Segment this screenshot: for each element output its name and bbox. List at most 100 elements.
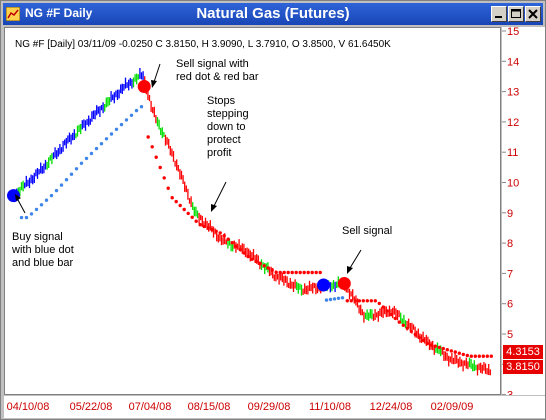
stop-dot-long (336, 296, 341, 300)
stop-dot-long (59, 183, 64, 187)
stop-dot-long (54, 188, 59, 193)
stop-dot-short (254, 259, 258, 264)
stop-dot-short (190, 215, 194, 219)
stop-dot-short (222, 234, 226, 238)
stop-dot-short (361, 299, 365, 303)
stop-dot-short (306, 270, 310, 275)
stop-dot-short (150, 145, 154, 149)
arrow-buy (17, 199, 26, 214)
stop-dot-long (24, 215, 29, 220)
stop-dot-short (226, 237, 230, 241)
stop-dot-short (381, 305, 385, 309)
annotation-line: with blue dot (12, 244, 74, 256)
stop-dot-short (413, 332, 417, 337)
stop-dot-short (250, 257, 254, 261)
stop-dot-long (340, 296, 345, 300)
stop-dot-short (274, 270, 278, 274)
annotation-line: red dot & red bar (176, 71, 259, 83)
stop-dot-long (134, 108, 139, 113)
stop-dot-long (119, 122, 124, 127)
annotation-line: stepping (207, 108, 249, 120)
stop-dot-short (146, 135, 150, 139)
stop-dot-short (206, 226, 210, 230)
stop-dot-short (270, 268, 274, 272)
stop-dot-short (445, 348, 449, 352)
stop-dot-short (433, 344, 437, 348)
stop-dot-long (79, 161, 84, 165)
arrow-sell-1 (153, 63, 161, 83)
y-tick-label: 9 (507, 208, 513, 220)
stop-dot-short (314, 270, 318, 275)
stop-dot-short (258, 261, 262, 266)
stop-dot-short (389, 312, 393, 317)
stop-dot-short (230, 241, 234, 245)
stop-dot-short (174, 199, 178, 204)
stop-dot-long (332, 297, 337, 301)
stop-dot-short (286, 270, 290, 275)
stop-dot-short (369, 299, 373, 303)
window-short-title: NG #F Daily (25, 6, 93, 20)
chart-app-icon (6, 7, 20, 21)
annotation-line: profit (207, 147, 232, 159)
stop-dot-long (19, 215, 24, 220)
minimize-button[interactable] (491, 6, 507, 22)
stop-dot-short (186, 211, 190, 216)
stop-dot-short (425, 341, 429, 346)
stop-dot-short (242, 251, 246, 255)
price-axis: 1514131211109876543 (502, 27, 545, 395)
stop-dot-long (129, 113, 134, 118)
stop-dot-long (139, 105, 144, 109)
y-tick-label: 10 (507, 178, 519, 190)
arrow-stops (213, 181, 227, 207)
stop-dot-short (345, 299, 349, 303)
stop-dot-long (324, 298, 329, 302)
stop-dot-short (373, 299, 377, 303)
stop-dot-short (453, 350, 457, 354)
stop-dot-short (461, 352, 465, 357)
title-bar[interactable]: NG #F Daily Natural Gas (Futures) (3, 3, 543, 25)
stop-dot-long (39, 203, 44, 207)
y-tick-label: 15 (507, 27, 519, 38)
stop-dot-long (44, 198, 49, 202)
stop-dot-short (294, 270, 298, 275)
arrow-stops-head (211, 204, 217, 212)
annotation-line: protect (207, 134, 241, 146)
stop-dot-short (170, 196, 174, 200)
maximize-icon (511, 9, 521, 18)
arrow-sell-1-head (151, 80, 157, 88)
stop-dot-short (385, 309, 389, 313)
stop-dot-long (74, 167, 79, 171)
stop-dot-short (429, 343, 433, 347)
stop-dot-short (409, 329, 413, 334)
y-tick-label: 5 (507, 329, 513, 341)
stop-dot-long (64, 178, 69, 182)
maximize-button[interactable] (508, 6, 524, 22)
annotation-buy-signal: Buy signal with blue dot and blue bar (12, 231, 74, 270)
annotation-sell-signal-1: Sell signal with red dot & red bar (176, 58, 259, 84)
arrow-sell-2-head (347, 266, 353, 274)
stop-dot-short (365, 299, 369, 303)
y-tick-label: 8 (507, 238, 513, 250)
x-tick-label: 11/10/08 (309, 401, 351, 413)
annotation-line: down to (207, 121, 246, 133)
annotation-line: Stops (207, 95, 236, 107)
stop-dot-short (290, 270, 294, 275)
annotation-line: Buy signal (12, 231, 63, 243)
x-tick-label: 02/09/09 (431, 401, 474, 413)
stop-dot-long (94, 146, 99, 151)
stop-dot-short (154, 155, 158, 159)
stop-dot-short (310, 270, 314, 275)
stop-dot-short (158, 165, 162, 170)
stop-dot-short (473, 354, 477, 358)
stop-dot-short (397, 320, 401, 324)
stop-dot-short (349, 299, 353, 303)
annotation-sell-signal-2: Sell signal (342, 225, 392, 238)
close-icon (528, 9, 538, 19)
annotation-arrows (15, 63, 362, 274)
stop-dot-short (457, 351, 461, 355)
stop-dot-short (477, 354, 481, 358)
close-button[interactable] (525, 6, 541, 22)
stop-dot-long (114, 127, 119, 131)
price-chart-plot[interactable] (4, 27, 501, 395)
